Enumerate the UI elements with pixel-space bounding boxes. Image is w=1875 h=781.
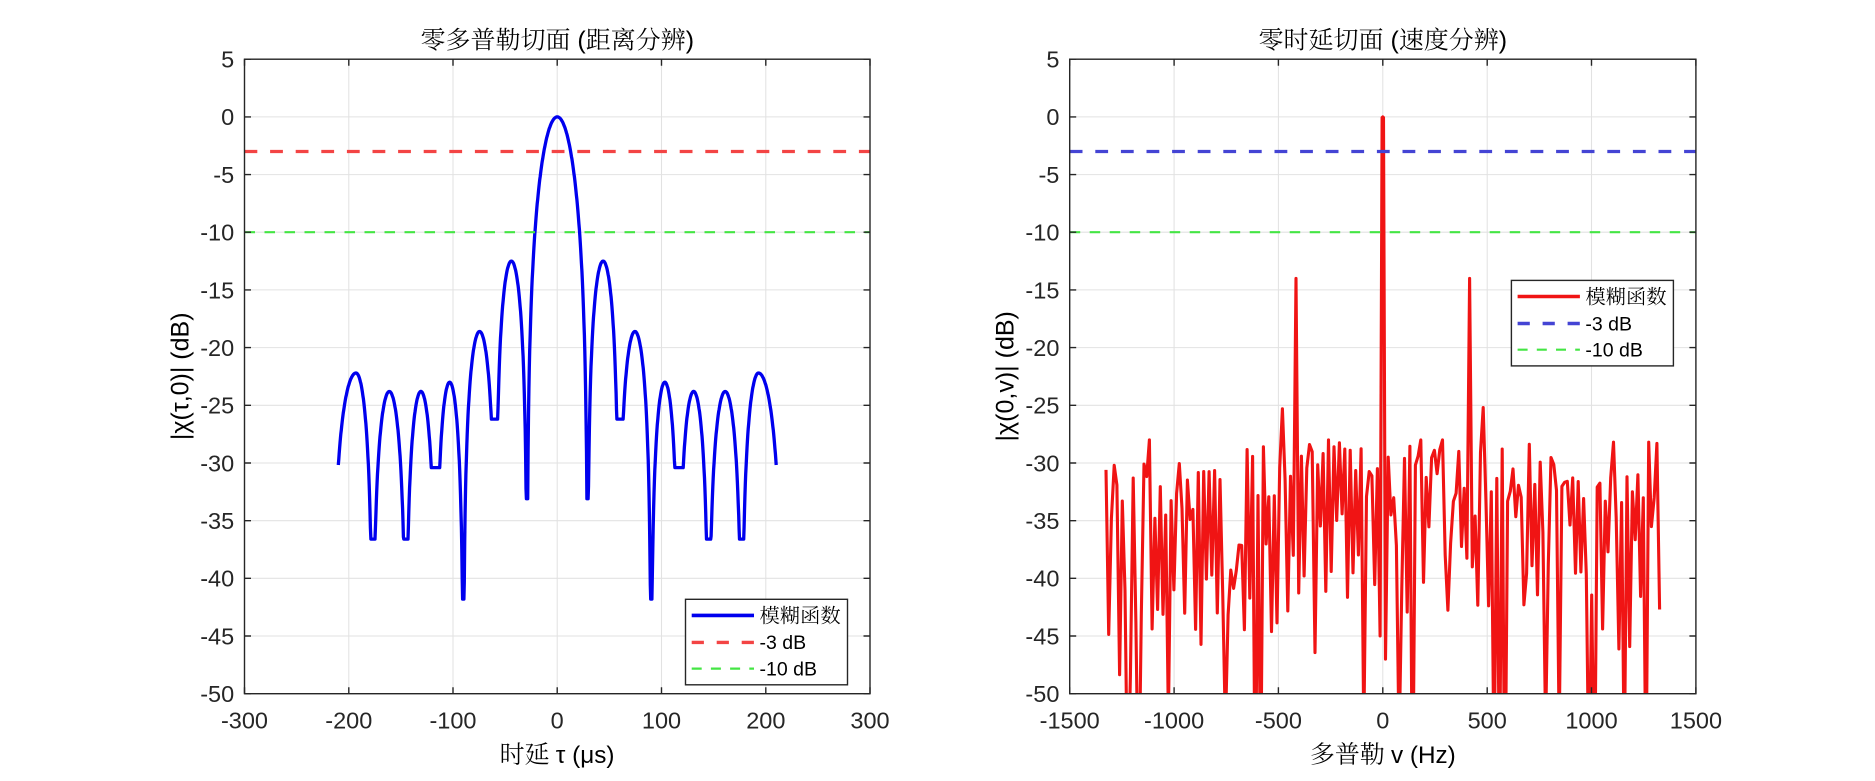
svg-text:-45: -45 <box>1025 623 1059 649</box>
svg-text:v (Hz): v (Hz) <box>1391 742 1456 769</box>
svg-text:-50: -50 <box>200 681 234 707</box>
svg-text:-10: -10 <box>1025 220 1059 246</box>
svg-text:-15: -15 <box>200 277 234 303</box>
svg-text:-20: -20 <box>1025 335 1059 361</box>
svg-text:(: ( <box>1391 27 1400 55</box>
svg-text:0: 0 <box>551 708 564 734</box>
svg-text:-35: -35 <box>1025 508 1059 534</box>
svg-text:0: 0 <box>1376 708 1389 734</box>
svg-text:-300: -300 <box>221 708 268 734</box>
svg-text:-5: -5 <box>1038 162 1059 188</box>
svg-text:-25: -25 <box>200 393 234 419</box>
svg-text:200: 200 <box>746 708 785 734</box>
svg-text:1000: 1000 <box>1565 708 1617 734</box>
svg-text:-40: -40 <box>1025 566 1059 592</box>
svg-text:-10 dB: -10 dB <box>760 658 817 680</box>
svg-text:-45: -45 <box>200 623 234 649</box>
svg-text:100: 100 <box>642 708 681 734</box>
svg-text:-3 dB: -3 dB <box>1585 313 1632 335</box>
svg-text:-50: -50 <box>1025 681 1059 707</box>
svg-text:-10: -10 <box>200 220 234 246</box>
svg-text:τ (μs): τ (μs) <box>556 742 615 769</box>
svg-text:(: ( <box>577 27 586 55</box>
svg-text:-1000: -1000 <box>1144 708 1204 734</box>
svg-text:0: 0 <box>221 104 234 130</box>
svg-text:-30: -30 <box>1025 450 1059 476</box>
svg-text:1500: 1500 <box>1670 708 1722 734</box>
svg-text:): ) <box>686 27 694 55</box>
svg-text:-25: -25 <box>1025 393 1059 419</box>
svg-text:-10 dB: -10 dB <box>1585 340 1642 362</box>
svg-text:-15: -15 <box>1025 277 1059 303</box>
svg-text:-5: -5 <box>213 162 234 188</box>
svg-text:|χ(0,v)| (dB): |χ(0,v)| (dB) <box>992 311 1020 441</box>
svg-text:-100: -100 <box>429 708 476 734</box>
svg-text:500: 500 <box>1468 708 1507 734</box>
svg-text:): ) <box>1499 27 1507 55</box>
svg-text:-40: -40 <box>200 566 234 592</box>
svg-text:-35: -35 <box>200 508 234 534</box>
svg-text:-200: -200 <box>325 708 372 734</box>
svg-text:-20: -20 <box>200 335 234 361</box>
svg-text:5: 5 <box>221 47 234 73</box>
svg-text:-1500: -1500 <box>1040 708 1100 734</box>
svg-text:-3 dB: -3 dB <box>760 632 807 654</box>
svg-text:-30: -30 <box>200 450 234 476</box>
svg-text:-500: -500 <box>1255 708 1302 734</box>
svg-text:0: 0 <box>1046 104 1059 130</box>
svg-text:300: 300 <box>850 708 889 734</box>
svg-text:5: 5 <box>1046 47 1059 73</box>
svg-text:|χ(τ,0)| (dB): |χ(τ,0)| (dB) <box>167 312 195 440</box>
